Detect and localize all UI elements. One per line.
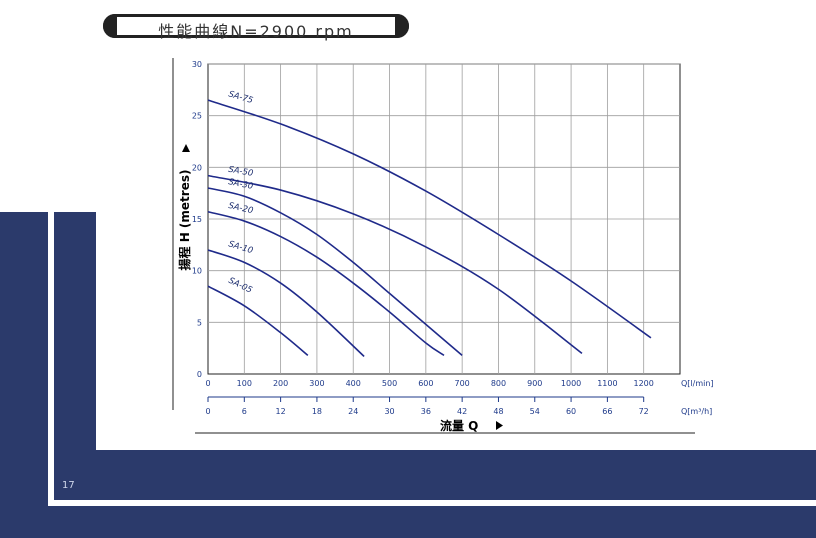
y-axis-label: 揚程 H (metres) (177, 170, 192, 271)
x-unit-lpm: Q[l/min] (681, 379, 714, 388)
pill-cap-left (103, 14, 117, 38)
x-axis-arrow (496, 421, 503, 430)
x-tick-label-m3h: 54 (530, 407, 540, 416)
curve-sa-75 (207, 99, 652, 339)
y-tick-label: 10 (192, 267, 202, 276)
x-tick-label-lpm: 0 (205, 379, 210, 388)
page-number: 17 (62, 480, 75, 491)
curve-sa-30 (207, 187, 463, 357)
y-tick-label: 30 (192, 60, 202, 69)
pill-cap-right (395, 14, 409, 38)
curve-sa-50 (207, 174, 583, 354)
left-band-inner (54, 212, 96, 452)
x-tick-label-lpm: 1100 (597, 379, 617, 388)
x-tick-label-lpm: 500 (382, 379, 397, 388)
x-tick-label-m3h: 48 (493, 407, 503, 416)
curve-label-sa-50: SA-50 (227, 165, 253, 179)
x-tick-label-m3h: 18 (312, 407, 322, 416)
x-tick-label-m3h: 72 (639, 407, 649, 416)
x-tick-label-m3h: 12 (276, 407, 286, 416)
y-tick-label: 20 (192, 163, 202, 172)
x-tick-label-lpm: 800 (491, 379, 506, 388)
curve-sa-05 (207, 285, 309, 357)
left-divider (48, 212, 54, 506)
x-tick-label-m3h: 6 (242, 407, 247, 416)
x-tick-label-m3h: 24 (348, 407, 358, 416)
left-band-outer (0, 212, 48, 538)
x-tick-label-lpm: 900 (527, 379, 542, 388)
x-tick-label-m3h: 30 (384, 407, 394, 416)
x-tick-label-m3h: 42 (457, 407, 467, 416)
bottom-band (54, 450, 816, 502)
x-tick-label-lpm: 400 (346, 379, 361, 388)
y-axis-arrow (182, 144, 190, 152)
curve-sa-10 (207, 249, 365, 358)
y-tick-label: 25 (192, 112, 202, 121)
x-unit-m3h: Q[m³/h] (681, 407, 712, 416)
x-tick-label-m3h: 36 (421, 407, 431, 416)
curve-label-sa-30: SA-30 (227, 177, 254, 192)
x-tick-label-lpm: 1000 (561, 379, 581, 388)
x-tick-label-m3h: 60 (566, 407, 576, 416)
y-tick-label: 15 (192, 215, 202, 224)
footer-divider (48, 500, 816, 505)
footer-band (0, 506, 816, 538)
x-tick-label-lpm: 300 (309, 379, 324, 388)
curve-sa-20 (207, 210, 445, 357)
x-tick-label-lpm: 100 (237, 379, 252, 388)
x-tick-label-lpm: 700 (455, 379, 470, 388)
x-axis-label: 流量 Q (440, 418, 478, 433)
x-tick-label-lpm: 600 (418, 379, 433, 388)
y-tick-label: 0 (197, 370, 202, 379)
x-tick-label-m3h: 0 (205, 407, 210, 416)
y-tick-label: 5 (197, 318, 202, 327)
chart-title-pill: 性能曲線N=2900 rpm (103, 14, 409, 41)
x-tick-label-lpm: 1200 (634, 379, 654, 388)
x-tick-label-m3h: 66 (602, 407, 612, 416)
x-tick-label-lpm: 200 (273, 379, 288, 388)
chart-title: 性能曲線N=2900 rpm (158, 22, 354, 41)
